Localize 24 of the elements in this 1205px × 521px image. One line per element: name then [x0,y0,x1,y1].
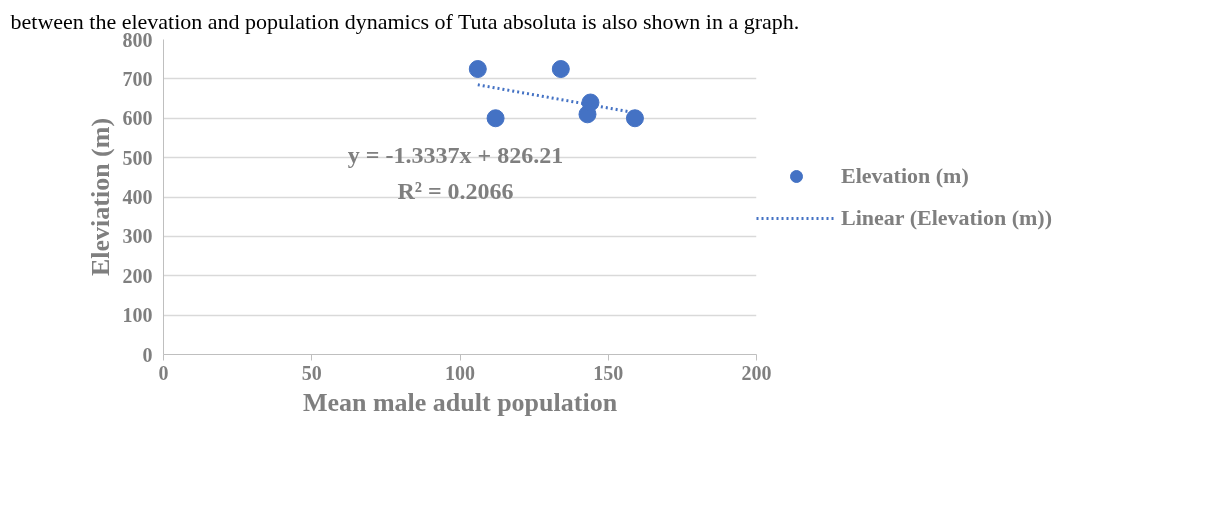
y-tick-label: 200 [122,264,153,287]
annotation: R² = 0.2066 [397,177,514,204]
point [468,60,487,79]
legend-label: Elevation (m) [841,162,969,189]
x-tick-label: 200 [741,361,772,384]
x-tick-label: 100 [445,361,475,384]
y-tick-label: 700 [122,67,153,90]
point [625,109,644,128]
point [581,93,600,112]
legend-label: Linear (Elevation (m)) [841,204,1053,231]
x-axis-title: Mean male adult population [302,387,618,417]
y-tick-label: 0 [142,343,153,366]
annotation: y = -1.3337x + 826.21 [347,141,564,168]
x-tick-label: 50 [301,361,322,384]
y-tick-label: 300 [122,225,153,248]
y-tick-label: 100 [122,304,153,327]
y-axis-title: Eleviation (m) [85,117,115,277]
point [551,60,570,79]
x-tick-label: 0 [158,361,169,384]
y-tick-label: 600 [122,107,153,130]
x-tick-label: 150 [593,361,624,384]
y-tick-label: 400 [122,186,153,208]
y-tick-label: 500 [122,146,153,169]
point [486,109,505,128]
